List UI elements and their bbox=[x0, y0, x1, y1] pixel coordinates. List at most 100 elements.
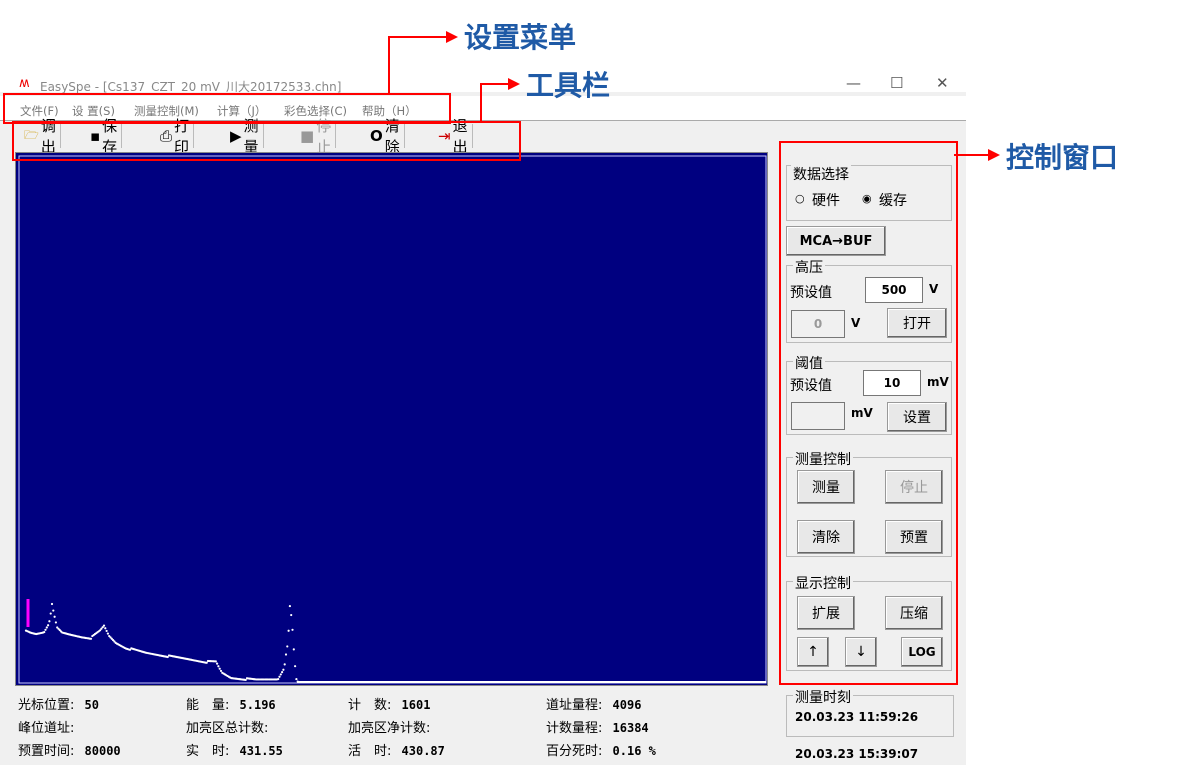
measure-time-group: 测量时刻 20.03.23 11:59:26 bbox=[786, 687, 954, 737]
spectrum-svg bbox=[18, 155, 767, 684]
panel-measure-button[interactable]: 测量 bbox=[797, 470, 855, 504]
spectrum-point bbox=[284, 653, 288, 656]
menu-settings[interactable]: 设 置(S) bbox=[72, 104, 115, 118]
spectrum-point bbox=[104, 627, 107, 630]
compress-button[interactable]: 压缩 bbox=[885, 596, 943, 630]
status-label: 加亮区净计数: bbox=[348, 721, 431, 736]
hv-current-field: 0 bbox=[791, 310, 845, 338]
status-value: 430.87 bbox=[401, 744, 445, 758]
spectrum-point bbox=[287, 629, 290, 632]
spectrum-point bbox=[106, 632, 109, 635]
spectrum-point bbox=[288, 604, 291, 608]
status-value: 80000 bbox=[84, 744, 121, 758]
spectrum-point bbox=[294, 665, 297, 668]
spectrum-trace bbox=[24, 602, 766, 683]
threshold-group: 阈值 预设值 10 mV mV 设置 bbox=[786, 353, 952, 435]
mca-to-buf-button[interactable]: MCA→BUF bbox=[786, 226, 886, 256]
spectrum-point bbox=[278, 675, 281, 678]
status-field: 道址量程: 4096 bbox=[546, 694, 641, 713]
spectrum-point bbox=[286, 645, 289, 648]
menu-measure-control[interactable]: 测量控制(M) bbox=[134, 104, 199, 118]
spectrum-point bbox=[53, 615, 56, 618]
spectrum-point bbox=[292, 648, 295, 651]
current-time: 20.03.23 15:39:07 bbox=[795, 747, 919, 761]
scale-up-button[interactable]: ↑ bbox=[797, 637, 829, 667]
menu-annotation-label: 设置菜单 bbox=[464, 21, 577, 54]
status-label: 百分死时: bbox=[546, 744, 603, 759]
annotation-arrows bbox=[388, 31, 1000, 161]
log-button[interactable]: LOG bbox=[901, 637, 943, 667]
menu-calculate[interactable]: 计算（J） bbox=[217, 104, 267, 118]
menu-help[interactable]: 帮助（H） bbox=[362, 104, 417, 118]
spectrum-point bbox=[277, 677, 280, 681]
menu-color[interactable]: 彩色选择(C) bbox=[284, 104, 348, 118]
minimize-button[interactable]: — bbox=[846, 74, 861, 92]
maximize-button[interactable]: ☐ bbox=[890, 74, 904, 92]
status-label: 实 时: bbox=[186, 744, 230, 759]
spectrum-point bbox=[102, 624, 106, 627]
threshold-set-button[interactable]: 设置 bbox=[887, 402, 947, 432]
spectrum-point bbox=[216, 662, 219, 665]
radio-hardware[interactable]: ○ bbox=[795, 192, 805, 205]
toolbar-annotation-box bbox=[12, 121, 521, 161]
spectrum-point bbox=[89, 637, 93, 640]
close-button[interactable]: ✕ bbox=[936, 74, 949, 92]
spectrum-point bbox=[113, 640, 116, 643]
toolbar-annotation-label: 工具栏 bbox=[526, 69, 611, 102]
panel-clear-button[interactable]: 清除 bbox=[797, 520, 855, 554]
spectrum-point bbox=[112, 639, 115, 642]
spectrum-point bbox=[100, 627, 103, 630]
status-label: 能 量: bbox=[186, 698, 230, 713]
expand-button[interactable]: 扩展 bbox=[797, 596, 855, 630]
spectrum-point bbox=[108, 634, 111, 638]
spectrum-point bbox=[54, 621, 58, 624]
folder-open-icon: 🗁 bbox=[24, 127, 39, 142]
status-field: 加亮区净计数: bbox=[348, 717, 436, 736]
spectrum-point bbox=[43, 630, 46, 634]
spectrum-point bbox=[52, 609, 55, 612]
spectrum-point bbox=[50, 602, 54, 606]
display-control-group: 显示控制 扩展 压缩 ↑ ↓ LOG bbox=[786, 573, 952, 671]
status-field: 计 数: 1601 bbox=[348, 694, 430, 713]
spectrum-point bbox=[166, 655, 169, 659]
spectrum-point bbox=[244, 678, 247, 682]
status-field: 计数量程: 16384 bbox=[546, 717, 649, 736]
status-value: 50 bbox=[84, 698, 99, 712]
threshold-current-field bbox=[791, 402, 845, 430]
spectrum-point bbox=[205, 661, 208, 664]
threshold-preset-input[interactable]: 10 bbox=[863, 370, 921, 396]
menu-bar: 文件(F) 设 置(S) 测量控制(M) 计算（J） 彩色选择(C) 帮助（H） bbox=[0, 96, 966, 120]
status-area: 光标位置: 50 能 量: 5.196 计 数: 1601 道址量程: 4096 峰位道… bbox=[18, 694, 778, 764]
floppy-icon: ▪ bbox=[90, 127, 101, 145]
status-label: 光标位置: bbox=[18, 698, 75, 713]
hv-preset-input[interactable]: 500 bbox=[865, 277, 923, 303]
status-value: 16384 bbox=[612, 721, 649, 735]
spectrum-point bbox=[58, 629, 61, 632]
control-annotation-label: 控制窗口 bbox=[1006, 141, 1119, 174]
measure-control-group: 测量控制 测量 停止 清除 预置 bbox=[786, 449, 952, 557]
panel-preset-button[interactable]: 预置 bbox=[885, 520, 943, 554]
window-title: EasySpe - [Cs137_CZT_20 mV_川大20172533.ch… bbox=[40, 80, 342, 94]
status-label: 计数量程: bbox=[546, 721, 603, 736]
spectrum-display[interactable] bbox=[15, 152, 768, 686]
spectrum-point bbox=[290, 613, 293, 617]
status-label: 道址量程: bbox=[546, 698, 603, 713]
status-label: 预置时间: bbox=[18, 744, 75, 759]
scale-down-button[interactable]: ↓ bbox=[845, 637, 877, 667]
status-field: 百分死时: 0.16 % bbox=[546, 740, 656, 759]
data-select-group: 数据选择 ○ 硬件 ◉ 缓存 bbox=[786, 164, 952, 221]
status-value: 431.55 bbox=[239, 744, 283, 758]
hv-open-button[interactable]: 打开 bbox=[887, 308, 947, 338]
menu-file[interactable]: 文件(F) bbox=[20, 104, 59, 118]
stop-icon: ■ bbox=[300, 127, 315, 145]
status-field: 加亮区总计数: bbox=[186, 717, 274, 736]
radio-buffer[interactable]: ◉ bbox=[862, 192, 872, 205]
panel-stop-button[interactable]: 停止 bbox=[885, 470, 943, 504]
app-logo-icon: ʍ bbox=[19, 76, 30, 91]
high-voltage-group: 高压 预设值 500 V 0 V 打开 bbox=[786, 257, 952, 343]
status-label: 加亮区总计数: bbox=[186, 721, 269, 736]
spectrum-point bbox=[56, 626, 59, 629]
spectrum-point bbox=[47, 624, 50, 627]
status-field: 能 量: 5.196 bbox=[186, 694, 276, 713]
spectrum-point bbox=[44, 628, 47, 631]
